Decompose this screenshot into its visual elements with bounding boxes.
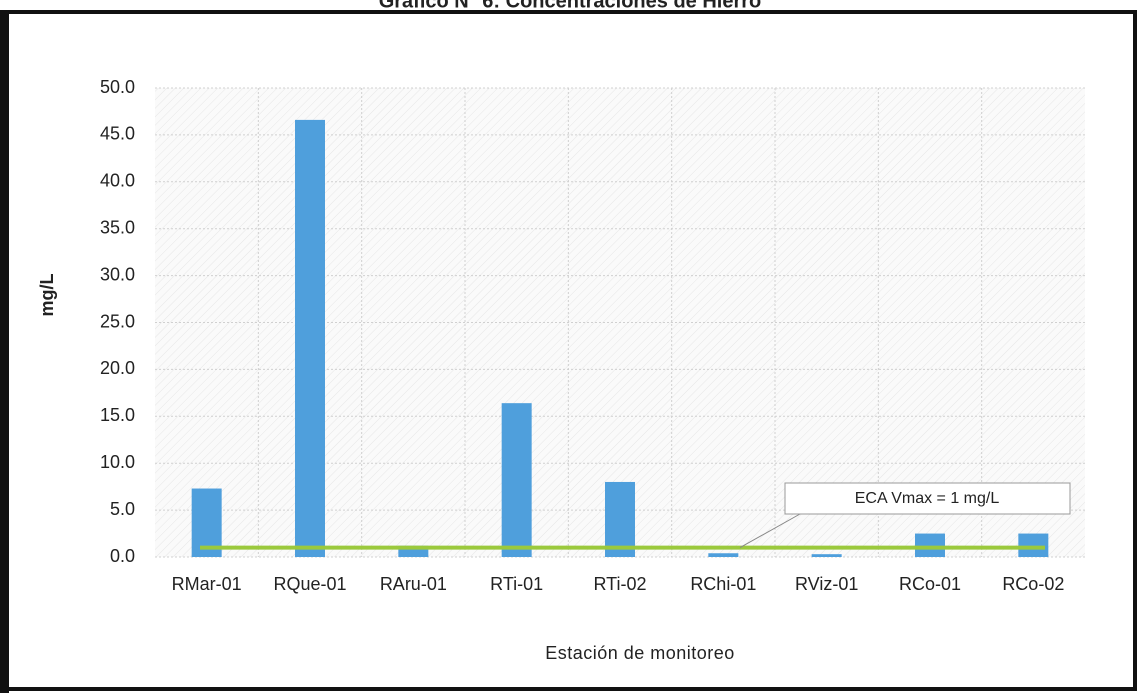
frame-edge [0,10,9,693]
bar [708,553,739,557]
x-tick-label: RMar-01 [172,574,242,594]
bar [605,481,635,557]
y-tick-label: 50.0 [100,77,135,97]
x-tick-label: RQue-01 [273,574,346,594]
annotation-box [784,482,1071,515]
y-axis-label: mg/L [37,273,57,316]
x-tick-label: RCo-02 [1002,574,1064,594]
y-tick-label: 5.0 [110,499,135,519]
x-tick-label: RTi-02 [593,574,646,594]
x-tick-label: RViz-01 [795,574,858,594]
chart-title: Gráfico N° 6: Concentraciones de Hierro [379,0,762,12]
y-tick-label: 10.0 [100,452,135,472]
bar [295,119,325,557]
y-tick-label: 15.0 [100,405,135,425]
y-tick-label: 40.0 [100,171,135,191]
bar [1018,533,1049,557]
y-tick-label: 30.0 [100,264,135,284]
x-tick-label: RAru-01 [380,574,447,594]
x-tick-label: RChi-01 [690,574,756,594]
annotation-leader [739,513,801,549]
y-tick-label: 25.0 [100,311,135,331]
bar [811,554,842,557]
y-tick-label: 20.0 [100,358,135,378]
bar [191,488,222,557]
x-tick-label: RTi-01 [490,574,543,594]
y-tick-label: 35.0 [100,217,135,237]
bar [915,533,945,557]
bar [398,545,429,557]
y-tick-label: 0.0 [110,546,135,566]
x-tick-label: RCo-01 [899,574,961,594]
bar [501,403,532,557]
annotation-text: ECA Vmax = 1 mg/L [855,490,1000,507]
x-axis-label: Estación de monitoreo [545,643,735,663]
y-tick-label: 45.0 [100,124,135,144]
